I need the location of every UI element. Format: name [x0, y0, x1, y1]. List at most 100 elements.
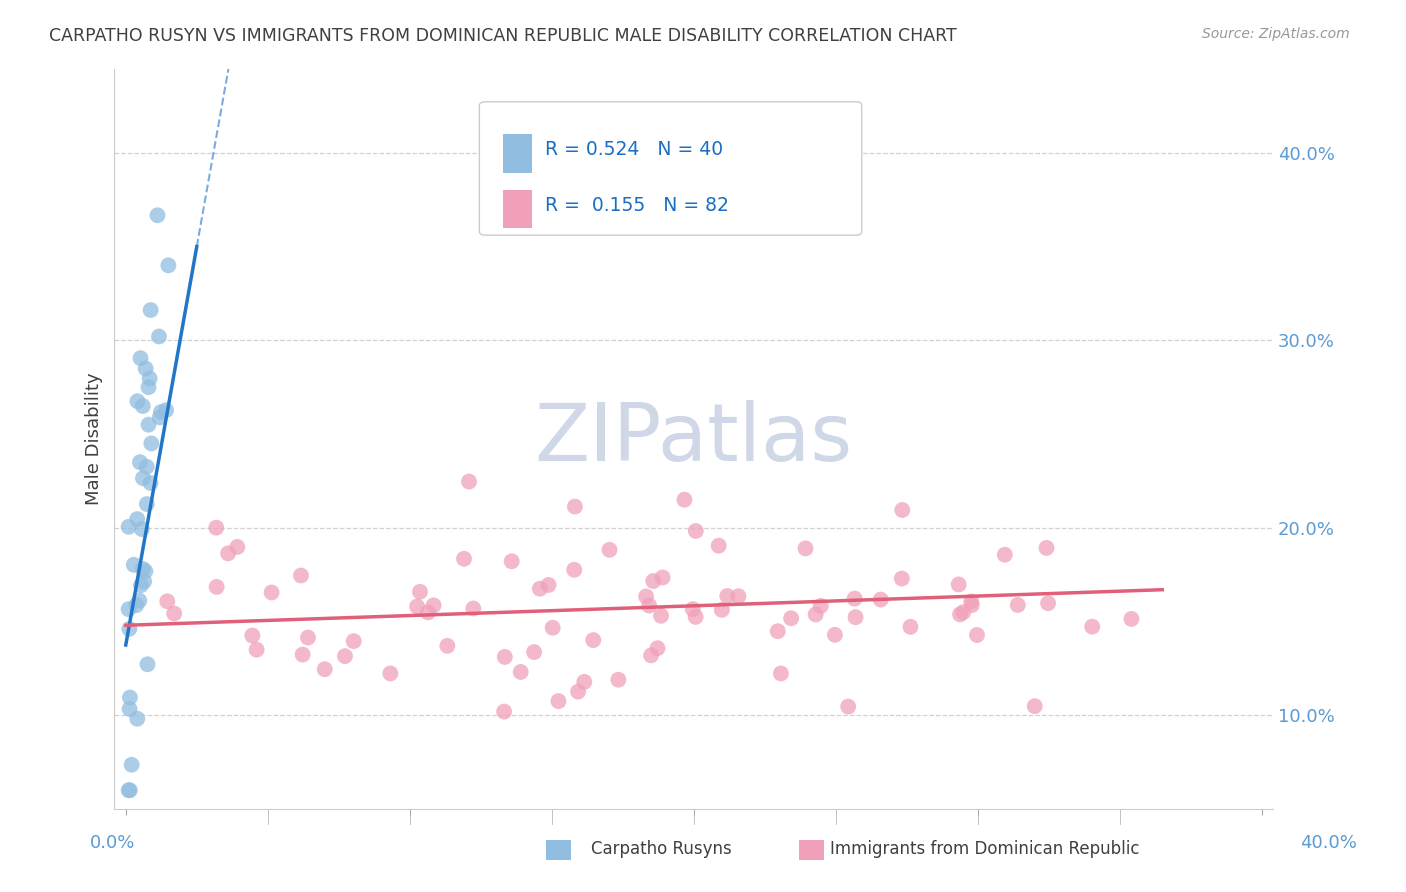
- Point: [297, 631, 319, 645]
- Text: 40.0%: 40.0%: [1301, 834, 1357, 852]
- Point: [121, 757, 143, 772]
- Point: [148, 329, 170, 343]
- Text: Carpatho Rusyns: Carpatho Rusyns: [591, 840, 731, 858]
- Point: [118, 622, 141, 636]
- Point: [651, 570, 673, 584]
- Point: [494, 649, 516, 664]
- Point: [682, 602, 704, 616]
- Point: [138, 417, 160, 432]
- Text: R =  0.155   N = 82: R = 0.155 N = 82: [546, 195, 730, 215]
- Point: [994, 548, 1017, 562]
- Point: [291, 648, 314, 662]
- Point: [891, 503, 914, 517]
- Point: [966, 628, 988, 642]
- Point: [869, 592, 891, 607]
- Point: [217, 546, 239, 560]
- Point: [156, 594, 179, 608]
- Point: [131, 522, 153, 536]
- Point: [1081, 620, 1104, 634]
- Point: [139, 475, 162, 490]
- Point: [529, 582, 551, 596]
- Point: [132, 562, 155, 576]
- Point: [127, 712, 149, 726]
- Point: [523, 645, 546, 659]
- Point: [509, 665, 531, 679]
- Point: [138, 371, 160, 385]
- Point: [501, 554, 523, 568]
- Point: [710, 603, 733, 617]
- Point: [562, 563, 585, 577]
- Point: [135, 497, 157, 511]
- Point: [125, 598, 148, 612]
- Point: [246, 642, 269, 657]
- Point: [157, 258, 180, 272]
- Point: [453, 551, 475, 566]
- Point: [118, 690, 141, 705]
- Point: [163, 607, 186, 621]
- Point: [128, 593, 150, 607]
- Point: [900, 620, 922, 634]
- Point: [794, 541, 817, 556]
- Point: [333, 649, 356, 664]
- Point: [650, 608, 672, 623]
- Point: [132, 471, 155, 485]
- Point: [205, 580, 228, 594]
- Point: [948, 577, 970, 591]
- Point: [129, 455, 152, 469]
- Point: [537, 578, 560, 592]
- Point: [685, 610, 707, 624]
- Point: [647, 641, 669, 656]
- Point: [463, 601, 485, 615]
- Point: [136, 657, 159, 672]
- Point: [769, 666, 792, 681]
- Point: [343, 634, 366, 648]
- Point: [960, 598, 983, 612]
- Point: [890, 572, 912, 586]
- Point: [422, 599, 444, 613]
- Point: [117, 520, 139, 534]
- Point: [127, 394, 149, 409]
- Point: [117, 602, 139, 616]
- Point: [134, 564, 156, 578]
- FancyBboxPatch shape: [479, 102, 862, 235]
- Point: [804, 607, 827, 622]
- Point: [598, 542, 620, 557]
- Text: CARPATHO RUSYN VS IMMIGRANTS FROM DOMINICAN REPUBLIC MALE DISABILITY CORRELATION: CARPATHO RUSYN VS IMMIGRANTS FROM DOMINI…: [49, 27, 957, 45]
- Point: [134, 574, 156, 589]
- Point: [716, 589, 738, 603]
- Point: [607, 673, 630, 687]
- Point: [149, 410, 172, 425]
- Point: [290, 568, 312, 582]
- Point: [205, 521, 228, 535]
- Point: [949, 607, 972, 622]
- Point: [118, 702, 141, 716]
- Text: ZIPatlas: ZIPatlas: [534, 400, 853, 478]
- Point: [582, 633, 605, 648]
- Point: [636, 590, 658, 604]
- Y-axis label: Male Disability: Male Disability: [86, 373, 103, 505]
- Point: [640, 648, 662, 663]
- Point: [1007, 598, 1029, 612]
- Point: [547, 694, 569, 708]
- Point: [541, 621, 564, 635]
- Point: [780, 611, 803, 625]
- Point: [643, 574, 665, 588]
- Point: [141, 436, 163, 450]
- Point: [118, 783, 141, 797]
- Point: [406, 599, 429, 614]
- Point: [844, 591, 866, 606]
- Text: Immigrants from Dominican Republic: Immigrants from Dominican Republic: [830, 840, 1139, 858]
- Point: [260, 585, 283, 599]
- Point: [226, 540, 249, 554]
- Point: [766, 624, 789, 639]
- Point: [380, 666, 402, 681]
- Point: [824, 628, 846, 642]
- Point: [155, 403, 177, 417]
- Point: [727, 589, 749, 603]
- Point: [1121, 612, 1143, 626]
- Point: [149, 405, 172, 419]
- Point: [240, 628, 263, 642]
- Point: [1035, 541, 1057, 555]
- Point: [1024, 699, 1046, 714]
- Point: [685, 524, 707, 538]
